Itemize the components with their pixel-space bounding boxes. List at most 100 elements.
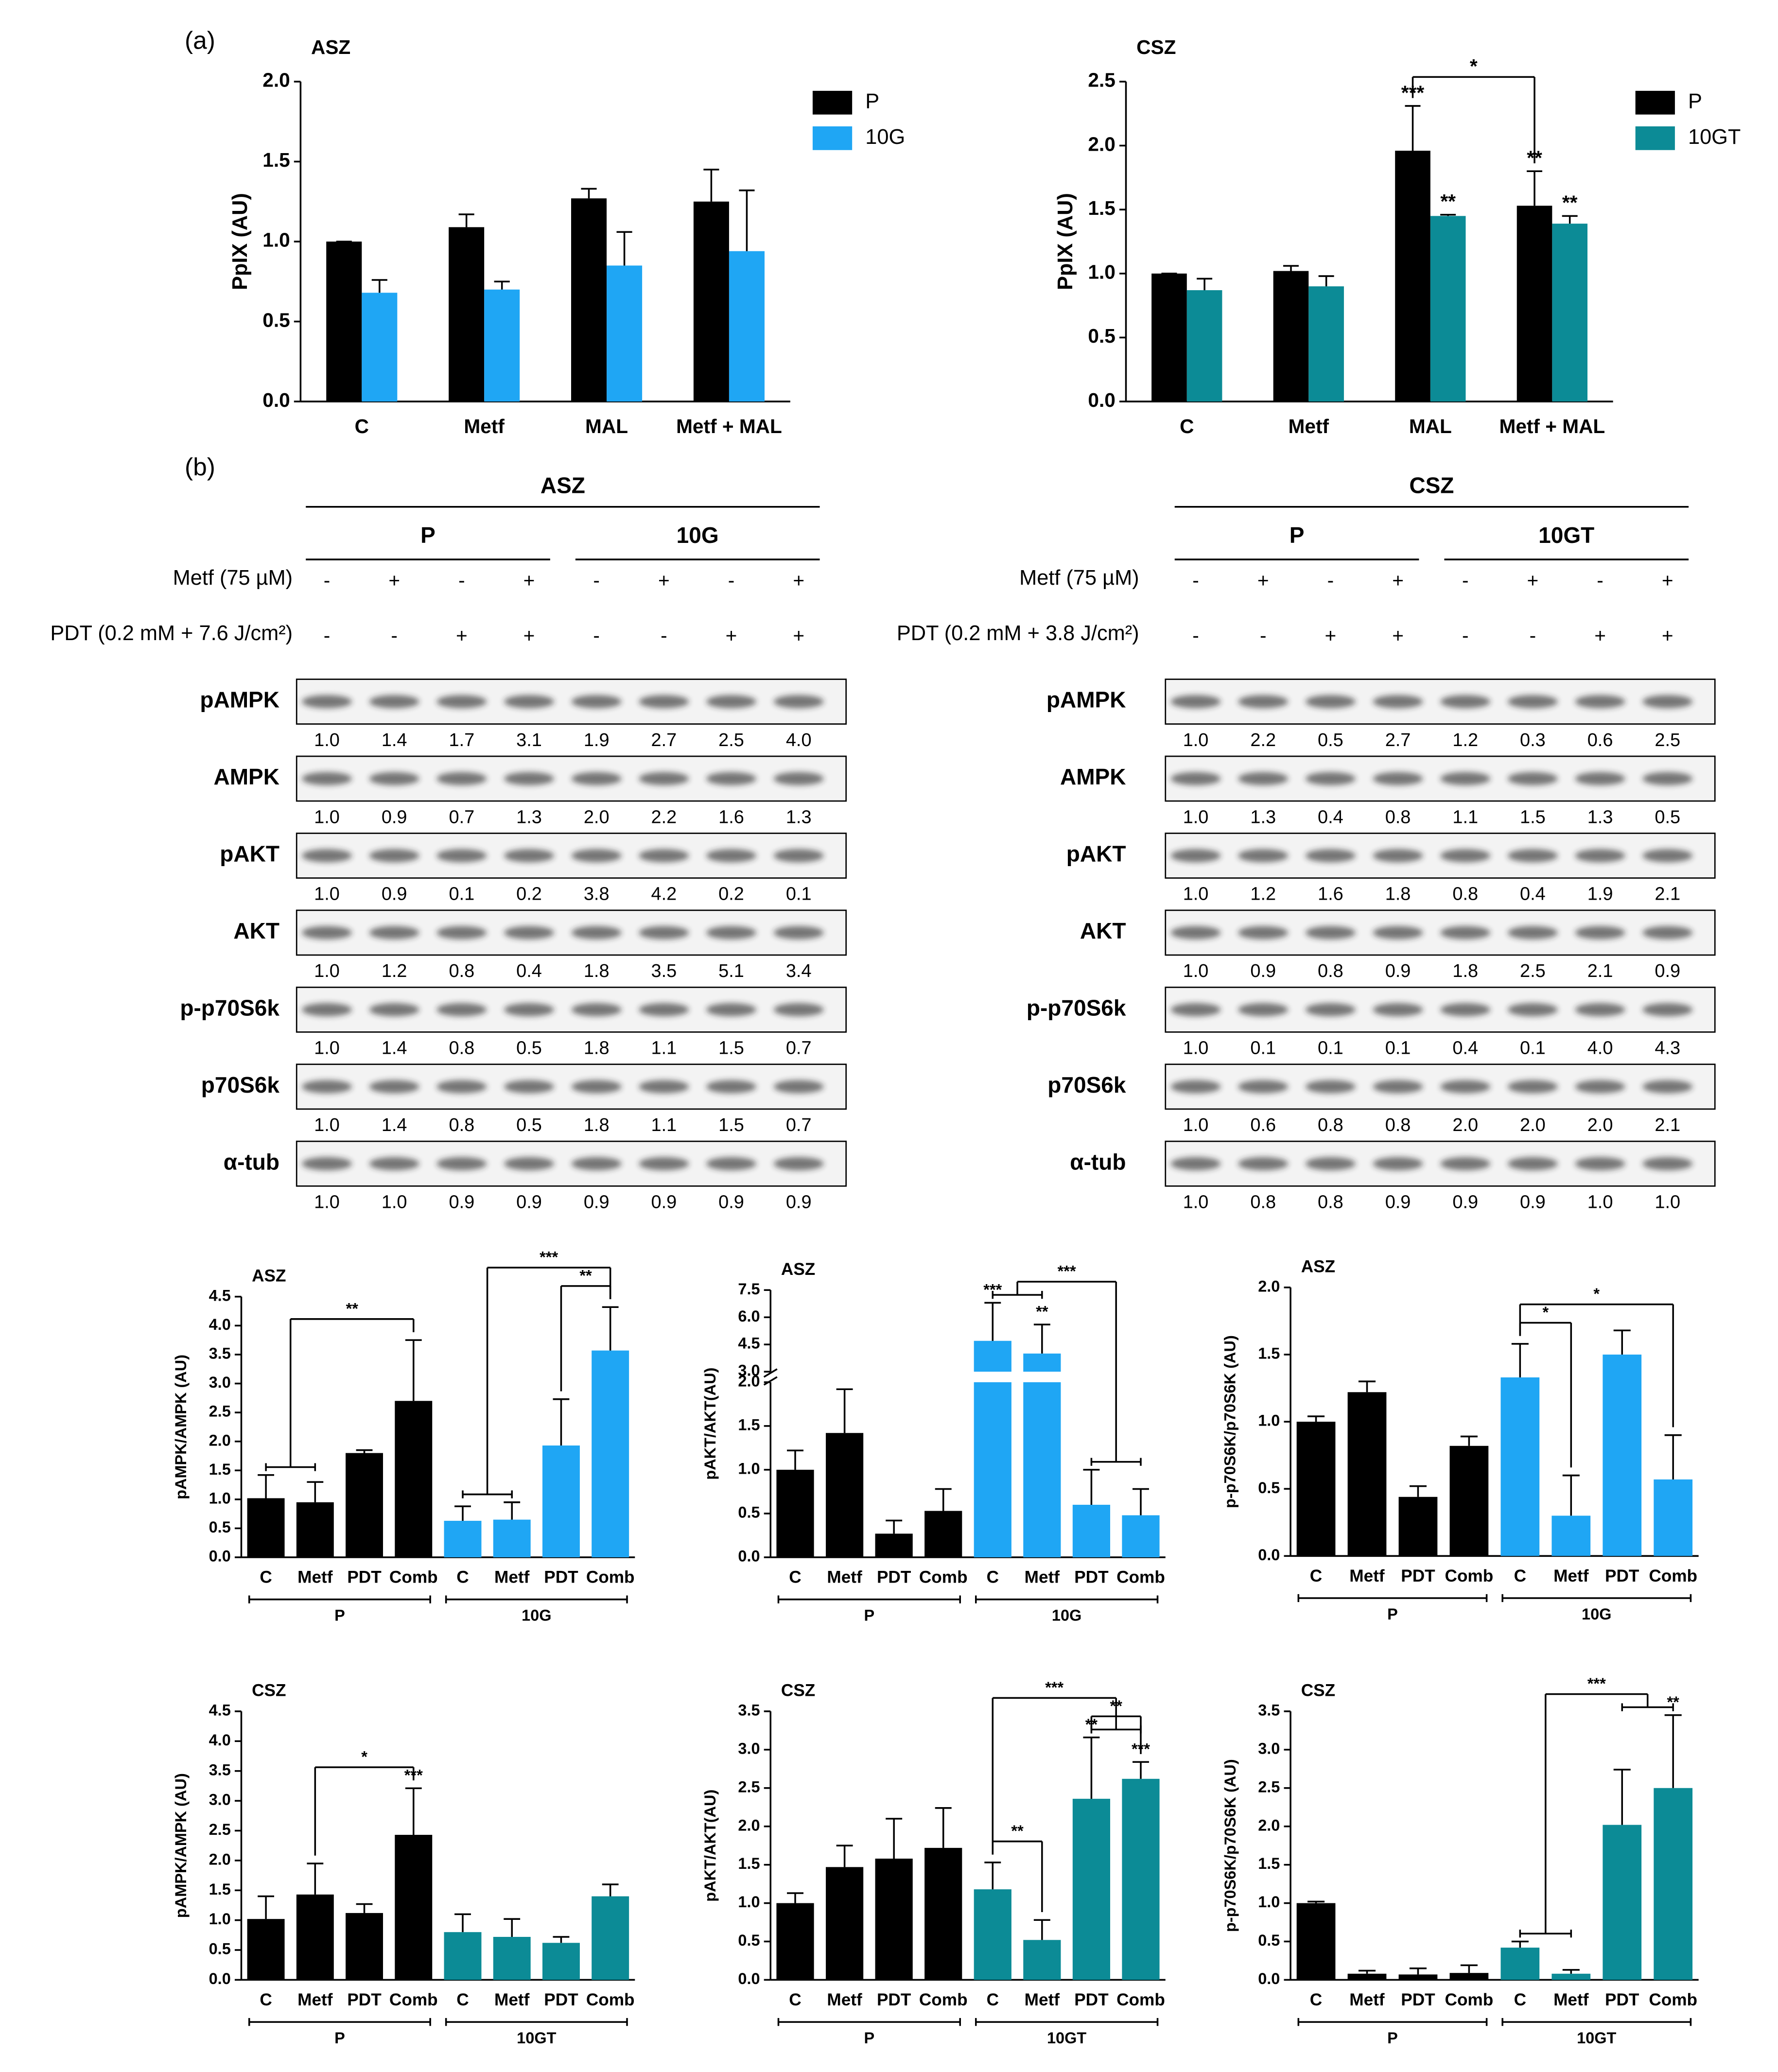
band-quantification: 0.2: [516, 884, 542, 905]
blot-band: [504, 695, 554, 709]
band-quantification: 1.8: [584, 961, 610, 981]
y-tick-label: 3.0: [738, 1362, 760, 1379]
treatment-label: PDT (0.2 mM + 3.8 J/cm²): [897, 622, 1139, 645]
band-quantification: 0.1: [449, 884, 475, 905]
blot-band: [706, 926, 756, 940]
blot-band: [773, 695, 824, 709]
treatment-label: PDT (0.2 mM + 7.6 J/cm²): [50, 622, 293, 645]
band-quantification: 1.6: [1318, 884, 1343, 905]
blot-band: [571, 1080, 622, 1094]
bar: [776, 1903, 814, 1980]
blot-band: [571, 849, 622, 862]
bar: [1449, 1973, 1489, 1980]
band-quantification: 2.2: [1250, 730, 1276, 750]
band-quantification: 2.7: [1385, 730, 1411, 750]
protein-label: AMPK: [213, 764, 279, 789]
band-quantification: 0.1: [1318, 1038, 1343, 1059]
y-axis-label: p-p70S6K/p70S6K (AU): [1221, 1759, 1239, 1932]
band-quantification: 0.8: [1250, 1192, 1276, 1212]
blot-band: [773, 926, 824, 940]
x-tick-label: C: [1180, 415, 1194, 437]
x-tick-label: C: [1310, 1567, 1322, 1585]
band-quantification: 0.9: [584, 1192, 610, 1212]
band-quantification: 1.0: [1183, 884, 1209, 905]
bar: [924, 1847, 962, 1980]
protein-label: p-p70S6k: [180, 995, 279, 1020]
blot-group-label: 10G: [677, 522, 719, 548]
y-tick-label: 1.0: [1088, 261, 1115, 283]
y-tick-label: 1.5: [209, 1880, 231, 1898]
bar: [776, 1469, 814, 1558]
band-quantification: 1.0: [314, 1038, 340, 1059]
blot-band: [302, 772, 352, 785]
band-quantification: 0.8: [1385, 807, 1411, 827]
treatment-sign: +: [456, 625, 468, 647]
band-quantification: 0.1: [1520, 1038, 1546, 1059]
significance: **: [1036, 1303, 1048, 1320]
bar: [974, 1341, 1011, 1372]
blot-band: [1440, 695, 1491, 709]
band-quantification: 1.8: [584, 1115, 610, 1135]
band-quantification: 1.0: [314, 961, 340, 981]
x-tick-label: PDT: [1401, 1990, 1435, 2009]
treatment-sign: -: [1327, 569, 1334, 592]
treatment-sign: +: [388, 569, 400, 592]
band-quantification: 1.4: [382, 1038, 407, 1059]
band-quantification: 1.5: [718, 1038, 744, 1059]
blot-band: [1575, 849, 1625, 862]
y-tick-label: 2.5: [209, 1821, 231, 1838]
protein-label: pAMPK: [200, 687, 279, 713]
band-quantification: 0.7: [449, 807, 475, 827]
treatment-sign: -: [1597, 569, 1604, 592]
y-tick-label: 2.0: [738, 1816, 760, 1834]
band-quantification: 4.2: [651, 884, 677, 905]
y-tick-label: 3.5: [1258, 1701, 1280, 1719]
band-quantification: 2.0: [584, 807, 610, 827]
blot-band: [1575, 1080, 1625, 1094]
band-quantification: 0.4: [516, 961, 542, 981]
blot-band: [1305, 772, 1356, 785]
bar: [1449, 1445, 1489, 1556]
blot-band: [436, 926, 487, 940]
blot-band: [1507, 849, 1558, 862]
band-quantification: 0.8: [1318, 1192, 1343, 1212]
blot-band: [436, 772, 487, 785]
x-tick-label: C: [789, 1990, 801, 2009]
blot-title: CSZ: [1409, 472, 1454, 498]
chart-title: CSZ: [252, 1681, 286, 1700]
significance: *: [361, 1748, 367, 1766]
blot-band: [302, 1003, 352, 1016]
treatment-sign: +: [1662, 569, 1673, 592]
bar: [493, 1519, 531, 1558]
group-label: P: [864, 1606, 875, 1624]
band-quantification: 0.4: [1452, 1038, 1478, 1059]
y-tick-label: 3.5: [738, 1701, 760, 1719]
bar: [1347, 1392, 1387, 1556]
band-quantification: 3.1: [516, 730, 542, 750]
band-quantification: 0.9: [718, 1192, 744, 1212]
blot-band: [773, 1157, 824, 1170]
group-label: 10GT: [1577, 2029, 1616, 2047]
band-quantification: 2.1: [1655, 884, 1680, 905]
treatment-label: Metf (75 µM): [1019, 566, 1139, 590]
group-label: P: [1387, 1605, 1398, 1623]
bar: [346, 1453, 383, 1558]
treatment-sign: +: [658, 569, 670, 592]
band-quantification: 0.9: [1655, 961, 1680, 981]
blot-band: [773, 849, 824, 862]
y-tick-label: 0.5: [1258, 1932, 1280, 1949]
band-quantification: 0.5: [516, 1115, 542, 1135]
blot-band: [773, 1080, 824, 1094]
chart-title: CSZ: [781, 1681, 815, 1700]
x-tick-label: PDT: [1074, 1568, 1109, 1587]
blot-band: [1170, 772, 1221, 785]
y-axis-label: PpIX (AU): [228, 193, 252, 290]
bar: [484, 289, 520, 402]
x-tick-label: C: [260, 1990, 272, 2009]
band-quantification: 2.0: [1587, 1115, 1613, 1135]
band-quantification: 1.5: [718, 1115, 744, 1135]
y-axis-label: pAMPK/AMPK (AU): [172, 1355, 190, 1499]
x-tick-label: PDT: [1605, 1567, 1639, 1585]
blot-band: [571, 1157, 622, 1170]
y-tick-label: 2.5: [1088, 69, 1115, 91]
